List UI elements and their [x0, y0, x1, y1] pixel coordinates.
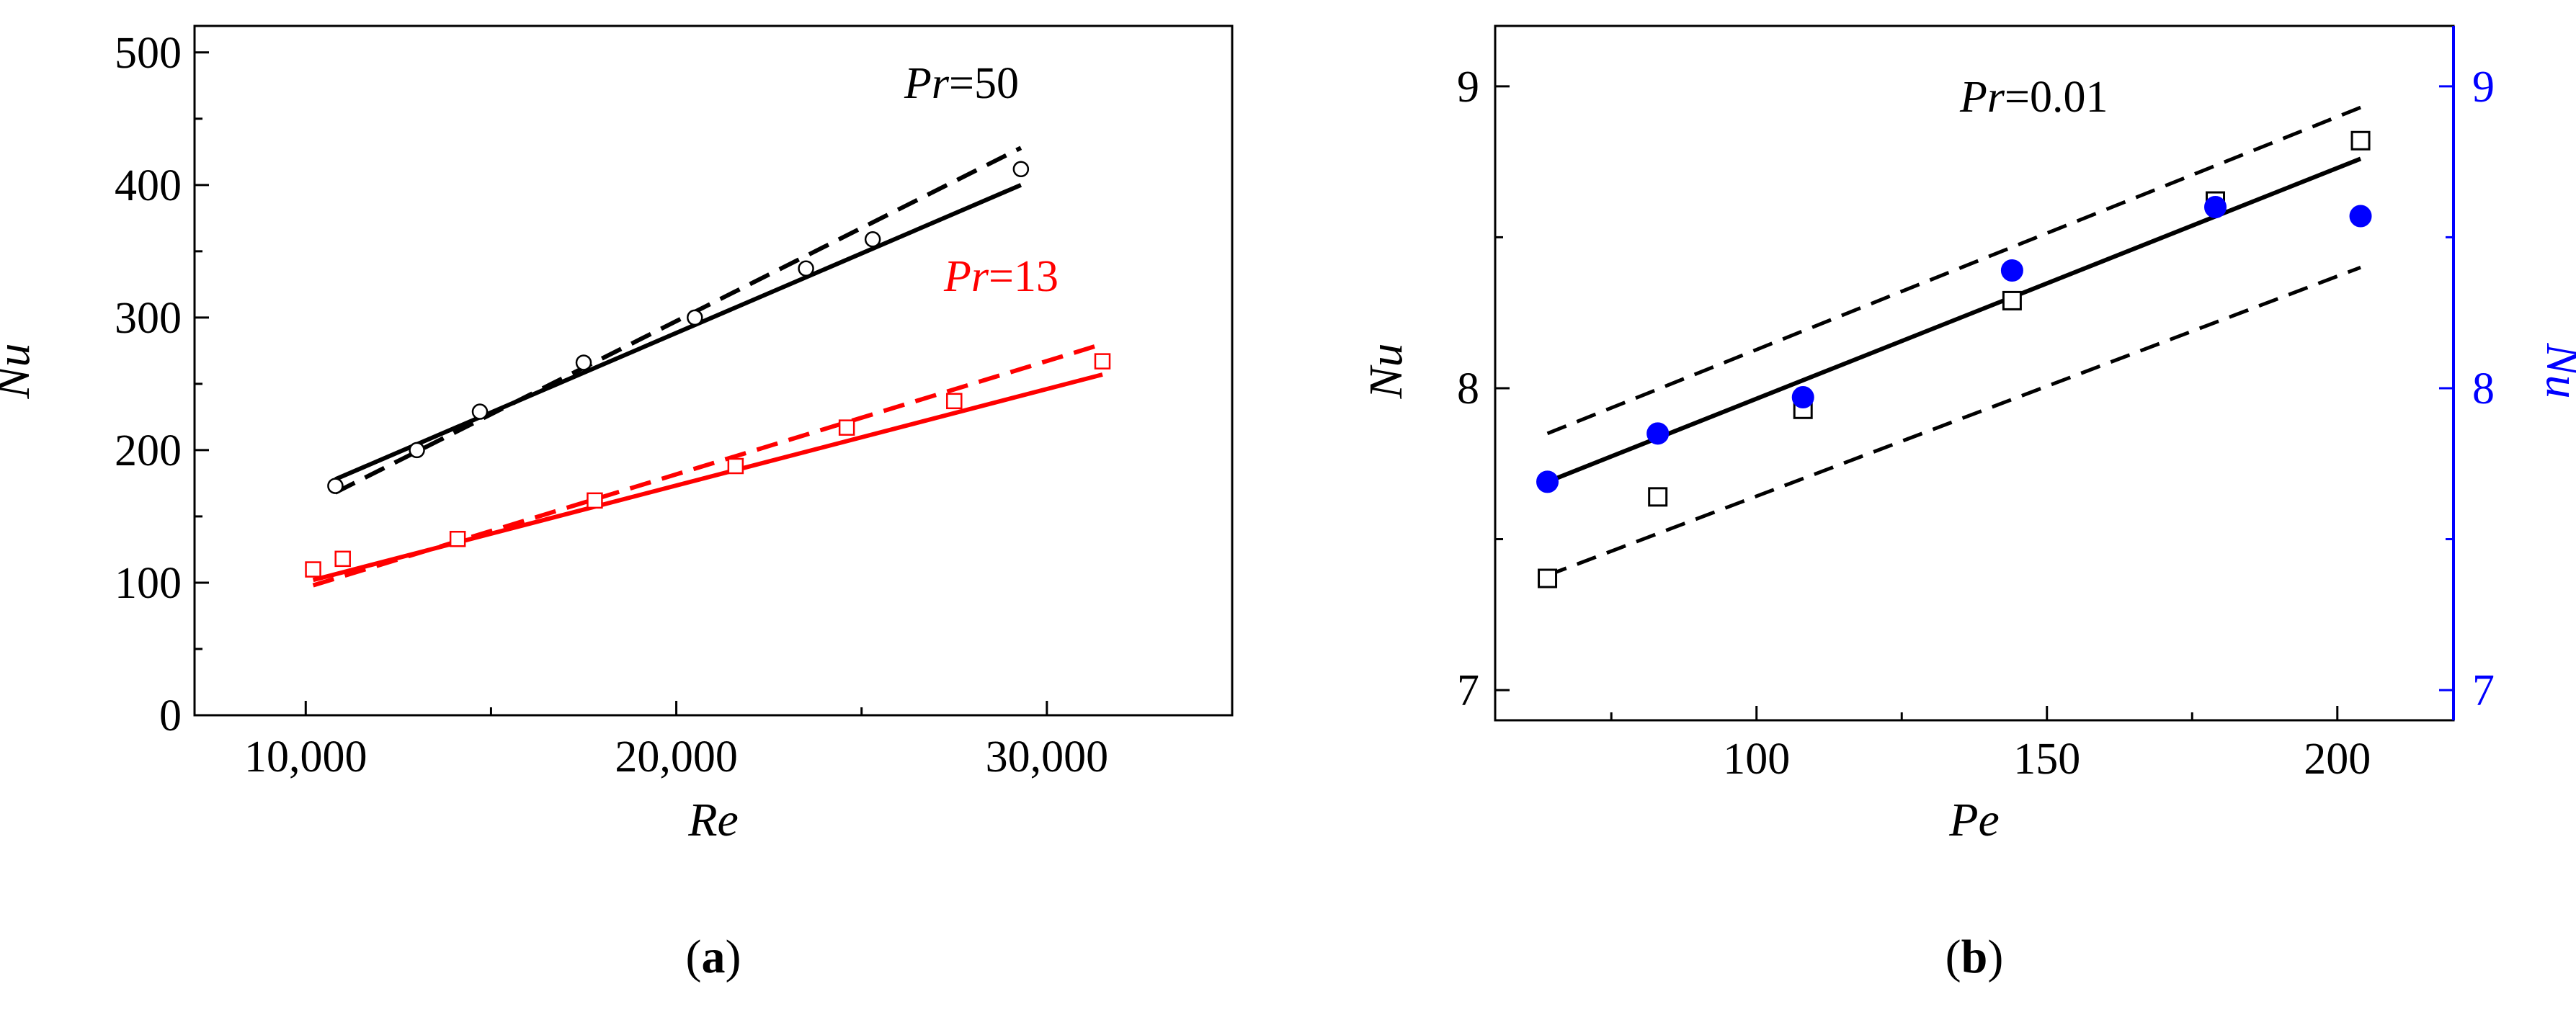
x-tick-label: 30,000 [986, 733, 1109, 782]
panel-a-plot-frame [193, 24, 1234, 717]
panel-a-chart: 10,000 20,000 30,000 0 100 200 300 400 500 Nu R… [0, 24, 1234, 983]
data-point [838, 419, 855, 436]
data-point [2000, 259, 2023, 282]
panel-b-right-y-ticks: 7 8 9 [2439, 63, 2495, 715]
x-tick-label: 10,000 [244, 733, 367, 782]
data-point [1646, 422, 1670, 445]
data-point [1791, 386, 1814, 409]
data-point [2204, 195, 2227, 218]
y-tick-label: 300 [115, 294, 182, 343]
panel-b-y-ticks: 7 8 9 [1457, 63, 1510, 715]
data-point [1536, 470, 1559, 493]
pr13-symbol: Pr [943, 252, 989, 301]
fit-line-solid [1546, 156, 2362, 484]
data-point [305, 561, 321, 578]
right-y-tick-label: 8 [2472, 364, 2495, 413]
data-point [2350, 130, 2371, 151]
data-point [2002, 290, 2022, 310]
panel-b-right-y-axis-label: Nu [2536, 342, 2576, 398]
y-tick-label: 9 [1457, 63, 1479, 112]
panel-a-caption-letter: a [702, 931, 726, 983]
pr13-value: =13 [989, 252, 1059, 301]
fit-line-solid [334, 183, 1022, 482]
data-point [327, 478, 344, 494]
x-tick-label: 200 [2304, 735, 2371, 784]
right-y-tick-label: 9 [2472, 63, 2495, 112]
panel-b-x-ticks: 100 150 200 [1610, 706, 2371, 784]
panel-b-caption: (b) [1946, 931, 2004, 983]
data-point [1094, 353, 1111, 370]
panel-a-y-axis-label: Nu [0, 343, 40, 399]
fit-line-dashed-lower [1546, 265, 2361, 578]
panel-a-x-ticks: 10,000 20,000 30,000 [244, 701, 1108, 782]
x-tick-label: 150 [2013, 735, 2080, 784]
data-point [449, 530, 466, 547]
y-tick-label: 7 [1457, 666, 1479, 715]
panel-b-plot-frame [1494, 24, 2455, 722]
data-point [1648, 487, 1668, 507]
panel-b-caption-letter: b [1961, 931, 1988, 983]
pr001-value: =0.01 [2005, 73, 2108, 122]
panel-b-data-points [1536, 130, 2372, 588]
data-point [946, 393, 963, 410]
right-y-tick-label: 7 [2472, 666, 2495, 715]
data-point [687, 309, 703, 326]
x-tick-label: 20,000 [615, 733, 738, 782]
y-tick-label: 200 [115, 426, 182, 475]
data-point [864, 231, 881, 248]
data-point [409, 442, 425, 459]
panel-a-x-axis-label: Re [687, 794, 739, 846]
panel-b-y-axis-label: Nu [1360, 343, 1412, 399]
fit-line-dashed [312, 341, 1103, 588]
data-point [575, 354, 592, 371]
data-point [471, 403, 489, 420]
pr50-symbol: Pr [904, 59, 950, 108]
panel-a-pr13-annotation: Pr=13 [943, 252, 1059, 301]
data-point [798, 260, 814, 277]
panel-a-fit-lines [312, 145, 1103, 588]
panel-b-fit-lines [1546, 105, 2362, 578]
panel-a-data-points [305, 161, 1111, 578]
panel-a-caption: (a) [686, 931, 741, 983]
data-point [587, 492, 603, 509]
panel-b-x-axis-label: Pe [1948, 794, 2000, 846]
panel-a-y-ticks: 0 100 200 300 400 500 [115, 29, 209, 740]
data-point [1012, 161, 1030, 178]
panel-a-pr50-annotation: Pr=50 [904, 59, 1019, 108]
fit-line-dashed-upper [1546, 105, 2361, 436]
fit-line-solid [312, 372, 1103, 583]
data-point [727, 457, 744, 475]
y-tick-label: 100 [115, 559, 182, 608]
y-tick-label: 8 [1457, 364, 1479, 413]
pr50-value: =50 [949, 59, 1019, 108]
fit-line-dashed [334, 145, 1022, 495]
data-point [1538, 568, 1558, 588]
data-point [2349, 205, 2372, 228]
x-tick-label: 100 [1723, 735, 1790, 784]
y-tick-label: 400 [115, 161, 182, 210]
pr001-symbol: Pr [1959, 73, 2005, 122]
y-tick-label: 0 [159, 691, 182, 740]
y-tick-label: 500 [115, 29, 182, 78]
panel-b-pr-annotation: Pr=0.01 [1959, 73, 2108, 122]
data-point [334, 550, 351, 568]
panel-b-chart: 100 150 200 7 8 9 7 8 9 Nu Nu Pe Pr=0.01 (b) [1360, 24, 2576, 983]
